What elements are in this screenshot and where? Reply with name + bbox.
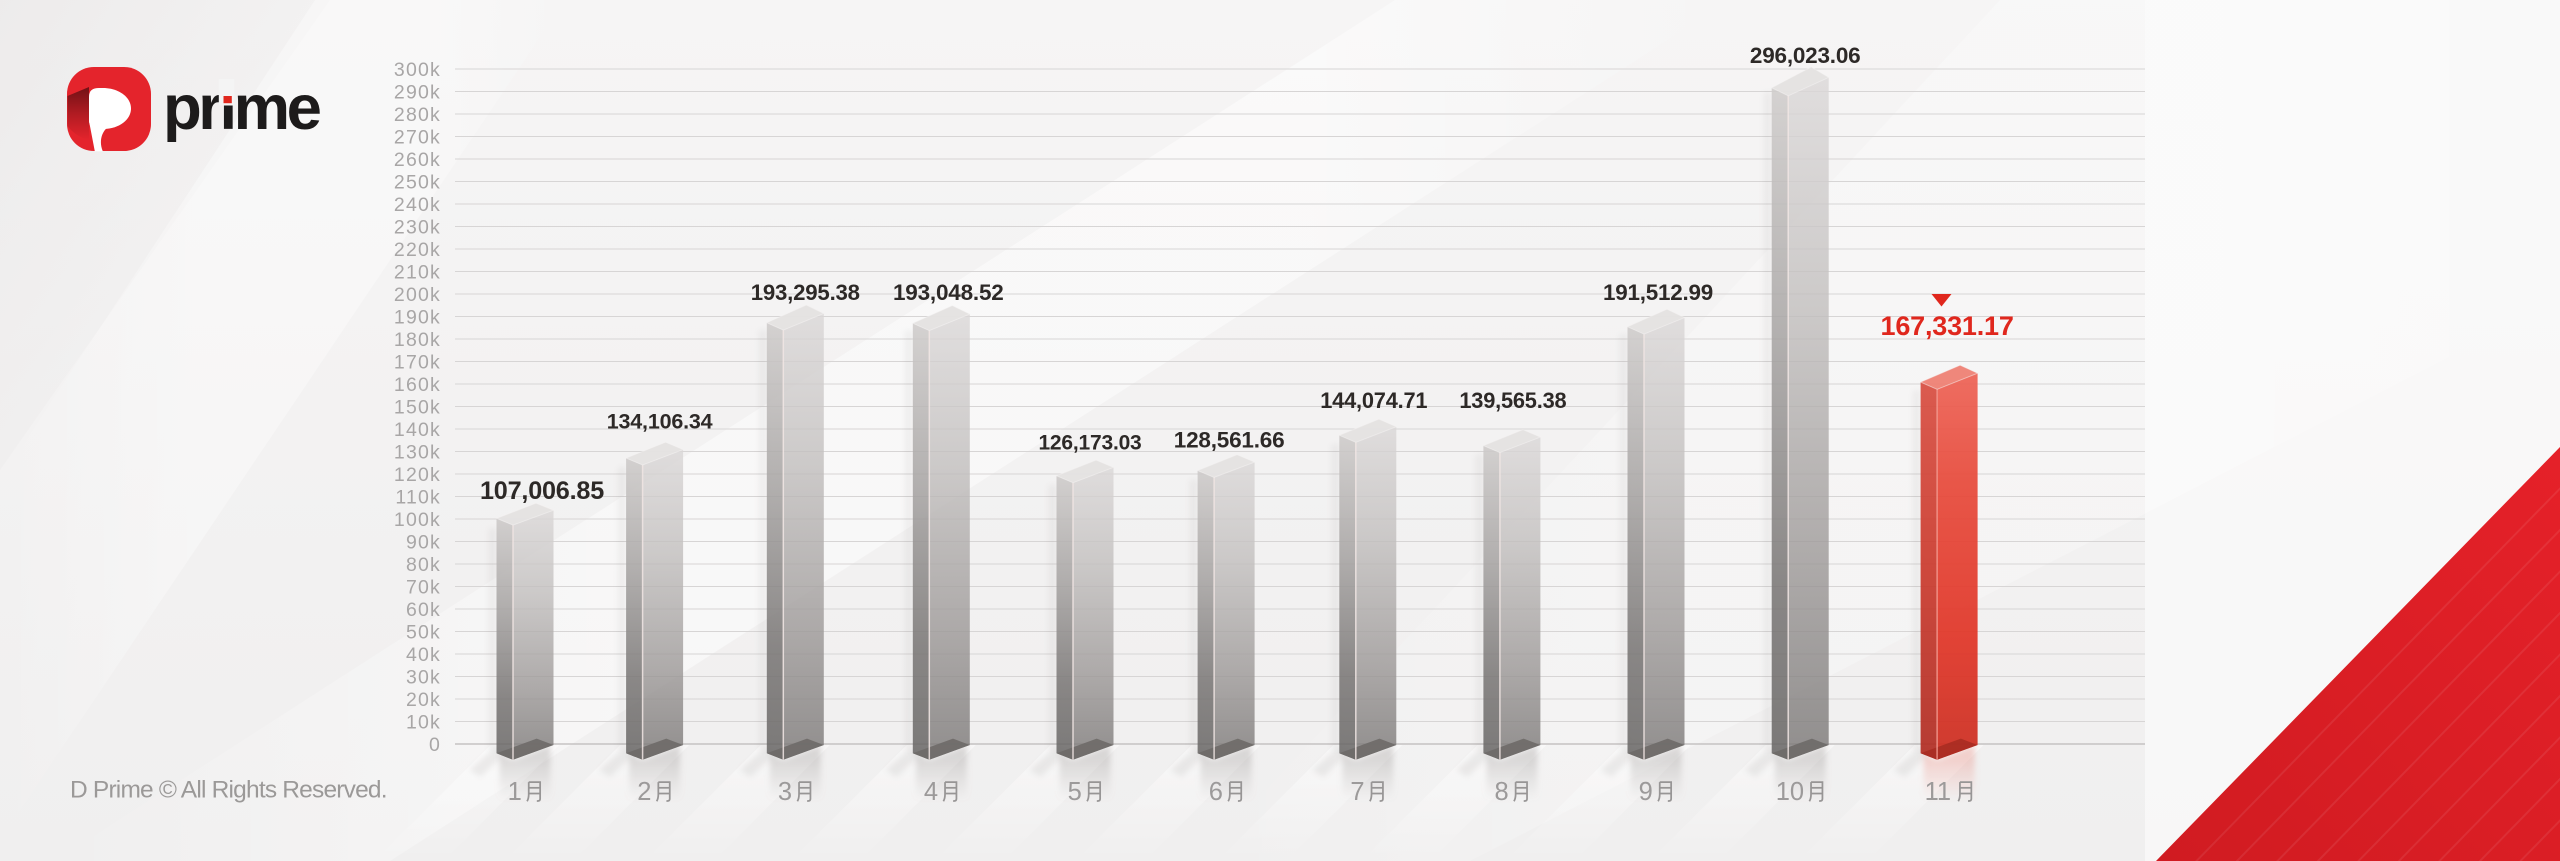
- svg-text:140k: 140k: [394, 419, 441, 441]
- svg-text:7: 7: [1350, 778, 1364, 806]
- svg-text:10: 10: [1776, 778, 1804, 806]
- svg-text:100k: 100k: [394, 509, 441, 531]
- svg-text:9: 9: [1639, 778, 1653, 806]
- svg-text:0: 0: [429, 734, 441, 756]
- svg-text:70k: 70k: [406, 576, 441, 598]
- svg-text:300k: 300k: [394, 59, 441, 81]
- svg-text:270k: 270k: [394, 126, 441, 148]
- svg-text:126,173.03: 126,173.03: [1038, 432, 1141, 455]
- svg-text:40k: 40k: [406, 644, 441, 666]
- svg-text:11: 11: [1925, 778, 1951, 806]
- svg-text:144,074.71: 144,074.71: [1320, 388, 1427, 413]
- svg-text:D Prime © All Rights Reserved.: D Prime © All Rights Reserved.: [70, 777, 387, 804]
- svg-text:170k: 170k: [394, 351, 441, 373]
- svg-text:8: 8: [1495, 778, 1509, 806]
- svg-text:200k: 200k: [394, 284, 441, 306]
- svg-text:prime: prime: [163, 73, 321, 143]
- svg-text:193,048.52: 193,048.52: [893, 280, 1004, 305]
- svg-text:5: 5: [1068, 778, 1082, 806]
- svg-text:80k: 80k: [406, 554, 441, 576]
- svg-text:167,331.17: 167,331.17: [1881, 311, 2014, 341]
- svg-text:90k: 90k: [406, 531, 441, 553]
- svg-text:240k: 240k: [394, 194, 441, 216]
- svg-text:60k: 60k: [406, 599, 441, 621]
- svg-text:191,512.99: 191,512.99: [1603, 280, 1713, 305]
- svg-text:4: 4: [924, 778, 938, 806]
- svg-text:150k: 150k: [394, 396, 441, 418]
- svg-text:2: 2: [637, 778, 651, 806]
- svg-text:250k: 250k: [394, 171, 441, 193]
- svg-text:130k: 130k: [394, 441, 441, 463]
- svg-text:6: 6: [1209, 778, 1223, 806]
- svg-text:134,106.34: 134,106.34: [607, 409, 713, 433]
- svg-text:30k: 30k: [406, 666, 441, 688]
- svg-text:190k: 190k: [394, 306, 441, 328]
- svg-text:180k: 180k: [394, 329, 441, 351]
- svg-text:290k: 290k: [394, 81, 441, 103]
- svg-text:128,561.66: 128,561.66: [1174, 428, 1285, 453]
- svg-text:296,023.06: 296,023.06: [1750, 43, 1861, 68]
- svg-text:139,565.38: 139,565.38: [1459, 388, 1566, 413]
- svg-text:260k: 260k: [394, 149, 441, 171]
- svg-text:193,295.38: 193,295.38: [751, 280, 860, 305]
- svg-text:210k: 210k: [394, 261, 441, 283]
- svg-text:230k: 230k: [394, 216, 441, 238]
- svg-text:107,006.85: 107,006.85: [480, 477, 604, 505]
- svg-text:160k: 160k: [394, 374, 441, 396]
- svg-text:280k: 280k: [394, 104, 441, 126]
- svg-text:1: 1: [508, 778, 522, 806]
- svg-text:3: 3: [778, 778, 792, 806]
- svg-text:120k: 120k: [394, 464, 441, 486]
- svg-text:20k: 20k: [406, 689, 441, 711]
- svg-text:10k: 10k: [406, 711, 441, 733]
- svg-text:50k: 50k: [406, 621, 441, 643]
- svg-text:220k: 220k: [394, 239, 441, 261]
- svg-text:110k: 110k: [395, 486, 441, 508]
